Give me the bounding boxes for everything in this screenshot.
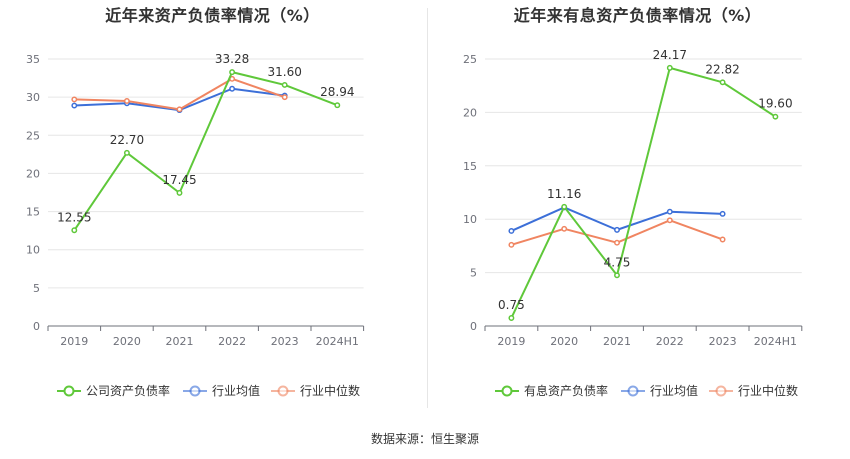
legend-label: 行业均值 (650, 383, 698, 398)
y-tick-label: 10 (26, 244, 40, 257)
data-point (666, 217, 673, 224)
chart-divider (427, 8, 428, 408)
data-label: 0.75 (498, 298, 525, 312)
legend-label: 行业中位数 (300, 383, 360, 398)
x-tick-label: 2019 (497, 335, 525, 348)
x-tick-label: 2022 (656, 335, 684, 348)
data-point (71, 96, 78, 103)
left-chart: 0 5 10 15 20 25 30 35 2019 2020 2021 2022 2023 2024H1… (26, 52, 365, 398)
data-point (176, 189, 183, 196)
data-point (561, 203, 568, 210)
data-point (123, 98, 130, 104)
x-tick-label: 2021 (603, 335, 631, 348)
data-label: 31.60 (268, 65, 302, 79)
data-point (281, 94, 288, 101)
y-tick-label: 0 (470, 320, 477, 333)
x-tick-label: 2023 (709, 335, 737, 348)
y-tick-label: 15 (463, 160, 477, 173)
data-label: 4.75 (604, 255, 631, 269)
data-point (666, 64, 673, 71)
legend-marker-icon (189, 385, 201, 397)
x-tick-label: 2020 (113, 335, 141, 348)
data-label: 11.16 (547, 187, 581, 201)
y-tick-label: 25 (463, 53, 477, 66)
right-chart-title: 近年来有息资产负债率情况（%） (513, 6, 762, 25)
data-point (508, 241, 515, 248)
y-tick-label: 5 (33, 282, 40, 295)
legend-item[interactable]: 有息资产负债率 (495, 383, 608, 398)
data-label: 33.28 (215, 52, 249, 66)
data-point (176, 106, 183, 113)
y-tick-label: 20 (26, 167, 40, 180)
x-tick-label: 2022 (218, 335, 246, 348)
data-point (614, 272, 620, 279)
x-tick-label: 2024H1 (754, 335, 797, 348)
x-tick-label: 2023 (271, 335, 299, 348)
legend-label: 公司资产负债率 (86, 383, 170, 398)
data-label: 22.70 (110, 133, 144, 147)
data-point (334, 102, 341, 109)
legend-label: 行业中位数 (738, 383, 798, 398)
data-source-note: 数据来源：恒生聚源 (370, 432, 479, 446)
y-tick-label: 15 (26, 206, 40, 219)
legend-item[interactable]: 公司资产负债率 (57, 383, 170, 398)
series-line (73, 71, 338, 231)
data-label: 12.55 (57, 210, 91, 224)
left-chart-title: 近年来资产负债率情况（%） (105, 6, 320, 25)
data-label: 17.45 (162, 173, 196, 187)
data-point (508, 227, 515, 234)
y-tick-label: 25 (26, 129, 40, 142)
data-point (719, 210, 726, 217)
data-point (71, 227, 78, 234)
legend-marker-icon (63, 385, 75, 397)
legend-item[interactable]: 行业中位数 (271, 383, 360, 398)
y-tick-label: 30 (26, 91, 40, 104)
legend-marker-icon (501, 385, 513, 397)
legend-item[interactable]: 行业均值 (183, 383, 260, 398)
x-tick-label: 2021 (166, 335, 194, 348)
legend-item[interactable]: 行业均值 (621, 383, 698, 398)
data-label: 24.17 (653, 48, 687, 62)
data-point (123, 149, 130, 156)
y-tick-label: 20 (463, 106, 477, 119)
x-tick-label: 2019 (60, 335, 88, 348)
legend-marker-icon (277, 385, 289, 397)
y-tick-label: 10 (463, 213, 477, 226)
data-point (561, 225, 568, 232)
y-tick-label: 5 (470, 267, 477, 280)
data-point (772, 113, 779, 120)
legend-label: 有息资产负债率 (524, 383, 608, 398)
legend-label: 行业均值 (212, 383, 260, 398)
y-tick-label: 35 (26, 53, 40, 66)
data-label: 19.60 (758, 97, 792, 111)
data-point (71, 102, 78, 109)
data-point (281, 81, 288, 88)
series-line (510, 66, 776, 319)
data-point (666, 208, 673, 215)
x-tick-label: 2024H1 (316, 335, 359, 348)
data-point (229, 85, 236, 92)
legend-marker-icon (715, 385, 727, 397)
data-point (614, 226, 620, 233)
y-tick-label: 0 (33, 320, 40, 333)
data-point (719, 236, 726, 243)
data-point (229, 69, 236, 76)
right-chart: 0 5 10 15 20 25 2019 2020 2021 2022 2023 2024H1 0.75… (463, 48, 803, 398)
data-label: 22.82 (705, 62, 739, 76)
data-point (614, 239, 620, 246)
data-label: 28.94 (320, 85, 354, 99)
x-tick-label: 2020 (550, 335, 578, 348)
legend-marker-icon (627, 385, 639, 397)
data-point (508, 315, 515, 321)
data-point (719, 79, 726, 86)
legend-item[interactable]: 行业中位数 (709, 383, 798, 398)
